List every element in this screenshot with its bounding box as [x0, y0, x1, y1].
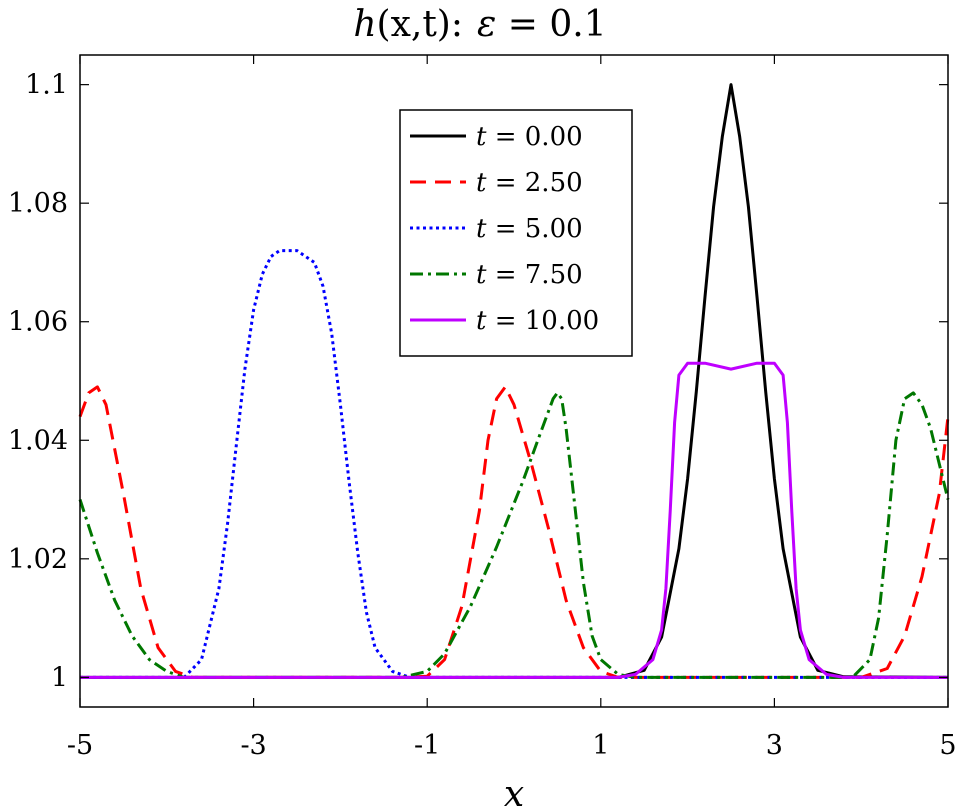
series-group	[78, 83, 950, 679]
legend-label-2: t = 2.50	[476, 168, 583, 198]
legend-label-4: t = 7.50	[476, 260, 583, 290]
x-tick-label: 1	[592, 730, 609, 761]
chart-title: h(x,t): ε = 0.1	[353, 4, 606, 45]
x-axis-ticks: -5 -3 -1 1 3 5	[67, 55, 956, 761]
y-tick-label: 1.06	[8, 307, 68, 338]
title-value: = 0.1	[496, 4, 606, 45]
x-axis-label: x	[504, 774, 524, 812]
x-tick-label: -5	[67, 730, 93, 761]
series-line-3	[80, 249, 948, 679]
y-axis-ticks: 1 1.02 1.04 1.06 1.08 1.1	[8, 70, 948, 693]
legend-box	[399, 109, 633, 357]
y-tick-label: 1.08	[8, 188, 68, 219]
x-tick-label: 5	[939, 730, 956, 761]
x-tick-label: -1	[414, 730, 440, 761]
x-tick-label: 3	[766, 730, 783, 761]
legend-label-1: t = 0.00	[476, 122, 583, 152]
series-line-1	[80, 83, 949, 679]
title-args: (x,t):	[377, 4, 463, 45]
y-tick-label: 1	[51, 662, 68, 693]
series-line-5	[80, 361, 948, 679]
y-tick-label: 1.1	[25, 70, 68, 101]
title-epsilon: ε	[477, 4, 496, 45]
legend-label-5: t = 10.00	[476, 306, 599, 336]
title-func: h	[353, 4, 376, 45]
y-tick-label: 1.02	[8, 544, 68, 575]
legend-label-3: t = 5.00	[476, 214, 583, 244]
x-tick-label: -3	[240, 730, 266, 761]
axes-box	[79, 54, 949, 708]
legend: t = 0.00 t = 2.50 t = 5.00 t = 7.50 t = 10.0…	[399, 109, 633, 357]
y-tick-label: 1.04	[8, 425, 68, 456]
